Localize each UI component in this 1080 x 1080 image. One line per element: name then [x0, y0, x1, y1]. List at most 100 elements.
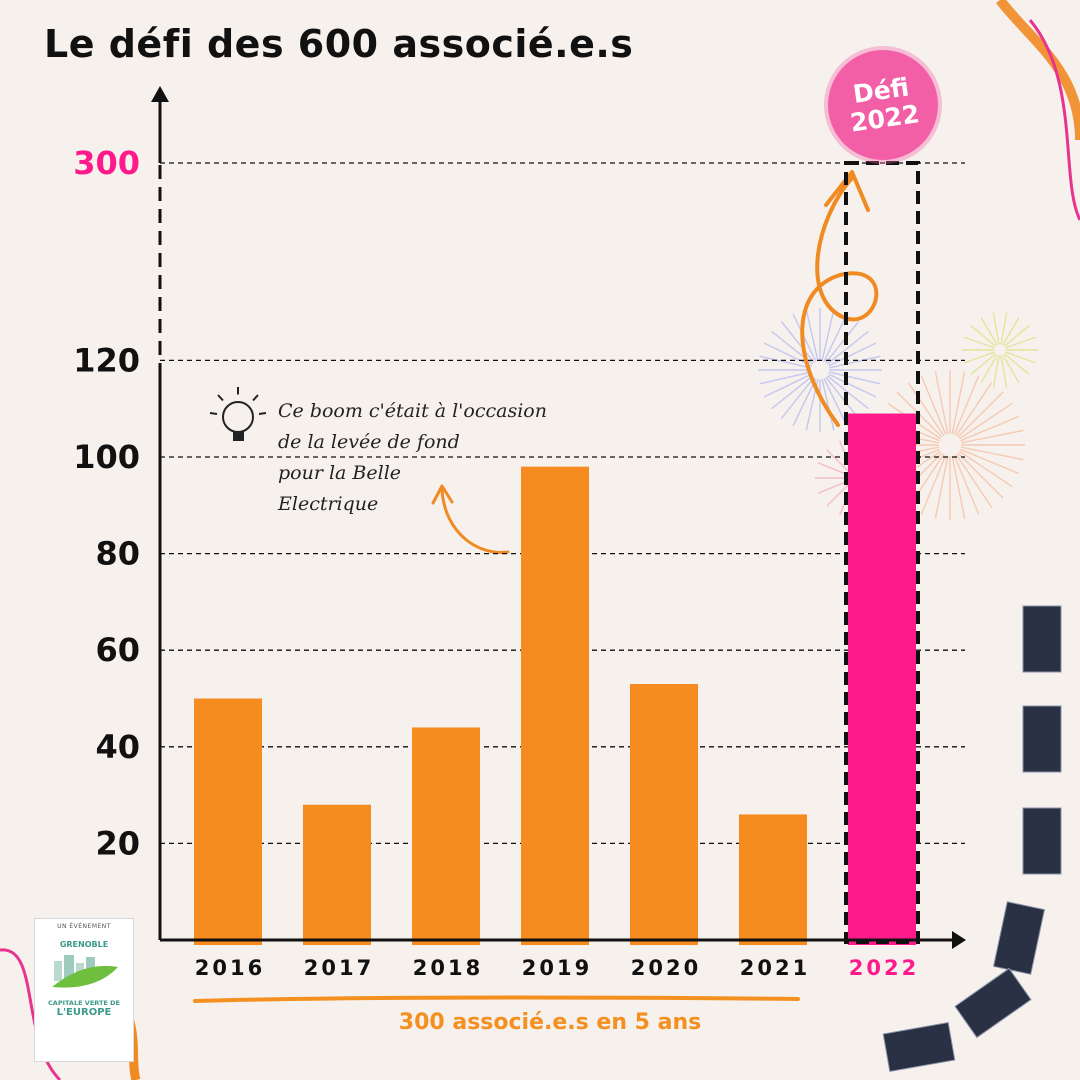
firework-ray: [1002, 354, 1020, 384]
lightbulb-ray: [209, 412, 218, 415]
growth-arrow-head: [824, 170, 870, 212]
y-tick-label: 40: [95, 728, 140, 766]
firework-ray: [907, 382, 945, 437]
firework-ray: [980, 354, 998, 384]
firework-ray: [823, 313, 848, 362]
y-tick-label: 20: [95, 824, 140, 862]
brush-underline: [193, 995, 800, 1003]
firework-ray: [826, 330, 869, 365]
annotation-note: Ce boom c'était à l'occasion de la levée…: [278, 396, 578, 520]
firework-ray: [955, 382, 993, 437]
y-tick-label: 60: [95, 631, 140, 669]
solar-panel-icon: [954, 967, 1032, 1039]
corner-stroke: [0, 948, 62, 1080]
bar-2017: [303, 804, 371, 945]
firework-ray: [953, 455, 980, 515]
bar-2018: [412, 727, 480, 945]
firework-ray: [826, 449, 852, 475]
firework-ray: [759, 371, 812, 385]
firework-ray: [759, 355, 812, 369]
bar-2021: [739, 814, 807, 945]
firework-ray: [960, 429, 1024, 444]
firework-ray: [825, 376, 860, 419]
leaf-icon: [52, 955, 118, 988]
logo-line-1: CAPITALE VERTE DE: [48, 999, 120, 1007]
firework-ray: [958, 450, 1013, 488]
firework-ray: [763, 342, 812, 367]
firework-ray: [958, 402, 1013, 440]
firework-ray: [828, 355, 881, 369]
firework-ray: [1003, 353, 1030, 375]
solar-panel-icon: [1022, 705, 1062, 773]
logo-top-text: UN ÉVÉNEMENT: [57, 923, 111, 930]
firework-ray: [805, 309, 819, 362]
y-axis-arrow: [151, 86, 169, 102]
firework-ray: [957, 452, 1004, 499]
x-tick-labels: 2016 2017 2018 2019 2020 2021 2022: [195, 956, 916, 980]
firework-ray: [1005, 351, 1036, 364]
bar-2016: [194, 698, 262, 945]
bars: [194, 161, 920, 945]
firework-ray: [934, 371, 949, 435]
firework-ray: [920, 375, 947, 435]
solar-panel-icon: [1022, 807, 1062, 875]
firework-ray: [980, 316, 998, 346]
x-tick-label: 2016: [195, 956, 265, 980]
x-tick-label: 2020: [631, 956, 701, 980]
firework-ray: [960, 446, 1024, 461]
firework-ray: [955, 453, 993, 508]
firework-ray: [953, 375, 980, 435]
x-tick-label: 2018: [413, 956, 483, 980]
firework-ray: [780, 376, 815, 419]
firework-ray: [828, 371, 881, 385]
corner-stroke: [996, 0, 1080, 141]
firework-ray: [792, 313, 817, 362]
firework-ray: [970, 353, 997, 375]
y-tick-label: 80: [95, 535, 140, 573]
firework-ray: [792, 378, 817, 427]
firework-ray: [964, 351, 995, 364]
firework-ray: [957, 391, 1004, 438]
y-tick-label: 120: [73, 341, 140, 379]
firework-ray: [771, 375, 814, 410]
firework-ray: [821, 309, 835, 362]
lightbulb-base: [233, 431, 244, 441]
y-tick-labels: 20 40 60 80 100 120 300: [73, 144, 140, 862]
annotation-line: de la levée de fond: [278, 431, 460, 453]
x-axis-arrow: [952, 931, 966, 949]
logo-city: GRENOBLE: [59, 940, 109, 949]
firework-ray: [826, 481, 852, 507]
note-arrow: [440, 488, 510, 554]
y-tick-label: 300: [73, 144, 140, 182]
firework-ray: [1003, 325, 1030, 347]
y-tick-label: 100: [73, 438, 140, 476]
firework-ray: [821, 378, 835, 431]
annotation-line: Ce boom c'était à l'occasion: [278, 400, 547, 422]
grid-lines: [160, 162, 965, 845]
solar-panel-icon: [1022, 605, 1062, 673]
lightbulb-icon: [222, 401, 254, 433]
firework-ray: [920, 455, 947, 515]
bar-2019: [521, 466, 589, 945]
x-tick-label: 2017: [304, 956, 374, 980]
firework-ray: [992, 355, 1000, 388]
firework-ray: [828, 373, 877, 398]
firework-ray: [960, 415, 1020, 442]
lightbulb-ray: [252, 394, 259, 402]
grenoble-logo: UN ÉVÉNEMENT GRENOBLE CAPITALE VERTE DE …: [34, 918, 134, 1062]
solar-panel-icon: [992, 901, 1046, 975]
x-tick-label: 2021: [740, 956, 810, 980]
growth-arrow: [800, 176, 879, 427]
solar-panel-icon: [882, 1021, 956, 1073]
firework-ray: [951, 371, 966, 435]
chart-title: Le défi des 600 associé.e.s: [44, 22, 634, 66]
logo-line-2: L'EUROPE: [56, 1007, 112, 1018]
corner-stroke: [1028, 19, 1080, 221]
lightbulb-ray: [258, 412, 267, 415]
annotation-line: Electrique: [278, 493, 379, 515]
x-tick-label: 2019: [522, 956, 592, 980]
footer-caption: 300 associé.e.s en 5 ans: [398, 1010, 702, 1035]
firework-ray: [964, 336, 995, 349]
firework-ray: [763, 373, 812, 398]
